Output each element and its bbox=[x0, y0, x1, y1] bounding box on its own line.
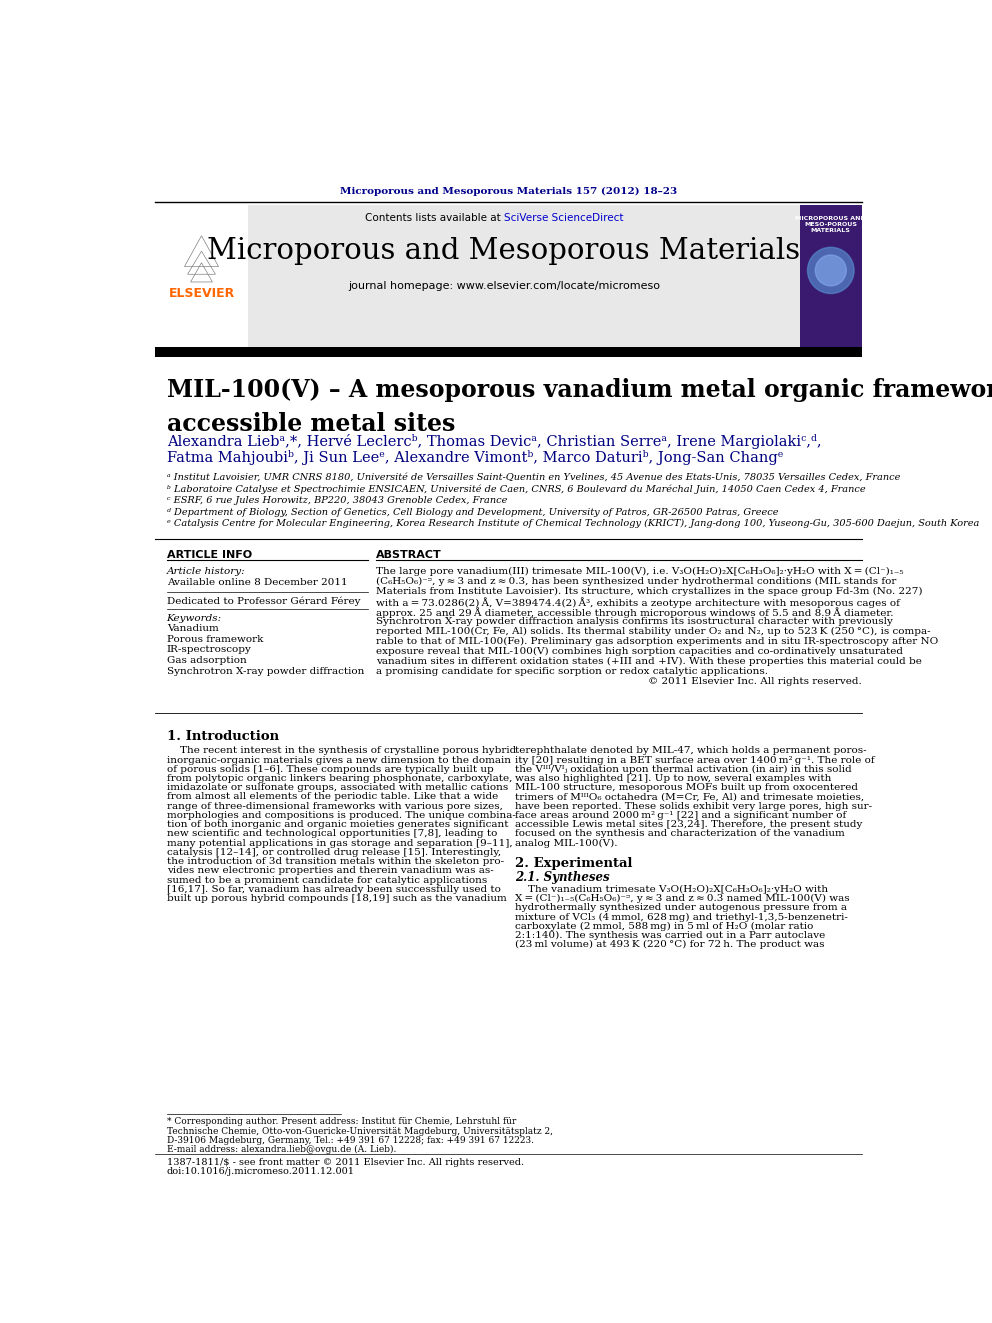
Text: face areas around 2000 m² g⁻¹ [22] and a significant number of: face areas around 2000 m² g⁻¹ [22] and a… bbox=[516, 811, 846, 820]
Text: Technische Chemie, Otto-von-Guericke-Universität Magdeburg, Universitätsplatz 2,: Technische Chemie, Otto-von-Guericke-Uni… bbox=[167, 1127, 553, 1135]
Text: 1387-1811/$ - see front matter © 2011 Elsevier Inc. All rights reserved.: 1387-1811/$ - see front matter © 2011 El… bbox=[167, 1158, 524, 1167]
Text: imidazolate or sulfonate groups, associated with metallic cations: imidazolate or sulfonate groups, associa… bbox=[167, 783, 508, 792]
Text: range of three-dimensional frameworks with various pore sizes,: range of three-dimensional frameworks wi… bbox=[167, 802, 503, 811]
Text: Microporous and Mesoporous Materials 157 (2012) 18–23: Microporous and Mesoporous Materials 157… bbox=[340, 187, 677, 196]
Text: catalysis [12–14], or controlled drug release [15]. Interestingly,: catalysis [12–14], or controlled drug re… bbox=[167, 848, 501, 857]
Text: tion of both inorganic and organic moieties generates significant: tion of both inorganic and organic moiet… bbox=[167, 820, 508, 830]
Text: terephthalate denoted by MIL-47, which holds a permanent poros-: terephthalate denoted by MIL-47, which h… bbox=[516, 746, 867, 755]
Text: rable to that of MIL-100(Fe). Preliminary gas adsorption experiments and in situ: rable to that of MIL-100(Fe). Preliminar… bbox=[376, 636, 938, 646]
Text: ᵉ Catalysis Centre for Molecular Engineering, Korea Research Institute of Chemic: ᵉ Catalysis Centre for Molecular Enginee… bbox=[167, 519, 979, 528]
Text: (23 ml volume) at 493 K (220 °C) for 72 h. The product was: (23 ml volume) at 493 K (220 °C) for 72 … bbox=[516, 941, 825, 950]
FancyBboxPatch shape bbox=[800, 205, 862, 348]
Text: exposure reveal that MIL-100(V) combines high sorption capacities and co-ordinat: exposure reveal that MIL-100(V) combines… bbox=[376, 647, 903, 656]
Text: hydrothermally synthesized under autogenous pressure from a: hydrothermally synthesized under autogen… bbox=[516, 904, 847, 913]
Text: of porous solids [1–6]. These compounds are typically built up: of porous solids [1–6]. These compounds … bbox=[167, 765, 493, 774]
Text: ᶜ ESRF, 6 rue Jules Horowitz, BP220, 38043 Grenoble Cedex, France: ᶜ ESRF, 6 rue Jules Horowitz, BP220, 380… bbox=[167, 496, 507, 505]
Text: ᵃ Institut Lavoisier, UMR CNRS 8180, Université de Versailles Saint-Quentin en Y: ᵃ Institut Lavoisier, UMR CNRS 8180, Uni… bbox=[167, 472, 900, 482]
Text: Vanadium: Vanadium bbox=[167, 624, 218, 632]
Text: 1. Introduction: 1. Introduction bbox=[167, 730, 279, 744]
Text: ARTICLE INFO: ARTICLE INFO bbox=[167, 550, 252, 560]
Text: Available online 8 December 2011: Available online 8 December 2011 bbox=[167, 578, 347, 586]
Text: * Corresponding author. Present address: Institut für Chemie, Lehrstuhl für: * Corresponding author. Present address:… bbox=[167, 1118, 516, 1126]
Text: vides new electronic properties and therein vanadium was as-: vides new electronic properties and ther… bbox=[167, 867, 493, 876]
Text: MICROPOROUS AND
MESO-POROUS
MATERIALS: MICROPOROUS AND MESO-POROUS MATERIALS bbox=[796, 216, 866, 233]
Text: ABSTRACT: ABSTRACT bbox=[376, 550, 441, 560]
Text: © 2011 Elsevier Inc. All rights reserved.: © 2011 Elsevier Inc. All rights reserved… bbox=[648, 677, 862, 685]
Text: E-mail address: alexandra.lieb@ovgu.de (A. Lieb).: E-mail address: alexandra.lieb@ovgu.de (… bbox=[167, 1146, 396, 1154]
Text: journal homepage: www.elsevier.com/locate/micromeso: journal homepage: www.elsevier.com/locat… bbox=[348, 280, 660, 291]
Text: mixture of VCl₃ (4 mmol, 628 mg) and triethyl-1,3,5-benzenetri-: mixture of VCl₃ (4 mmol, 628 mg) and tri… bbox=[516, 913, 848, 922]
Text: with a = 73.0286(2) Å, V=389474.4(2) Å³, exhibits a zeotype architecture with me: with a = 73.0286(2) Å, V=389474.4(2) Å³,… bbox=[376, 597, 900, 607]
Text: ity [20] resulting in a BET surface area over 1400 m² g⁻¹. The role of: ity [20] resulting in a BET surface area… bbox=[516, 755, 875, 765]
Text: The large pore vanadium(III) trimesate MIL-100(V), i.e. V₃O(H₂O)₂X[C₆H₃O₆]₂·yH₂O: The large pore vanadium(III) trimesate M… bbox=[376, 566, 904, 576]
Text: built up porous hybrid compounds [18,19] such as the vanadium: built up porous hybrid compounds [18,19]… bbox=[167, 894, 506, 904]
Text: focused on the synthesis and characterization of the vanadium: focused on the synthesis and characteriz… bbox=[516, 830, 845, 839]
Text: from polytopic organic linkers bearing phosphonate, carboxylate,: from polytopic organic linkers bearing p… bbox=[167, 774, 512, 783]
FancyBboxPatch shape bbox=[155, 205, 248, 348]
Text: was also highlighted [21]. Up to now, several examples with: was also highlighted [21]. Up to now, se… bbox=[516, 774, 831, 783]
Text: vanadium sites in different oxidation states (+III and +IV). With these properti: vanadium sites in different oxidation st… bbox=[376, 658, 922, 665]
Text: doi:10.1016/j.micromeso.2011.12.001: doi:10.1016/j.micromeso.2011.12.001 bbox=[167, 1167, 354, 1176]
Text: Microporous and Mesoporous Materials: Microporous and Mesoporous Materials bbox=[207, 237, 801, 265]
Text: approx. 25 and 29 Å diameter, accessible through microporous windows of 5.5 and : approx. 25 and 29 Å diameter, accessible… bbox=[376, 607, 894, 618]
Text: sumed to be a prominent candidate for catalytic applications: sumed to be a prominent candidate for ca… bbox=[167, 876, 487, 885]
Text: have been reported. These solids exhibit very large pores, high sur-: have been reported. These solids exhibit… bbox=[516, 802, 873, 811]
Text: morphologies and compositions is produced. The unique combina-: morphologies and compositions is produce… bbox=[167, 811, 516, 820]
Text: The recent interest in the synthesis of crystalline porous hybrid: The recent interest in the synthesis of … bbox=[167, 746, 516, 755]
Text: Article history:: Article history: bbox=[167, 566, 245, 576]
Text: MIL-100 structure, mesoporous MOFs built up from oxocentered: MIL-100 structure, mesoporous MOFs built… bbox=[516, 783, 858, 792]
Text: a promising candidate for specific sorption or redox catalytic applications.: a promising candidate for specific sorpt… bbox=[376, 667, 768, 676]
Text: Synchrotron X-ray powder diffraction: Synchrotron X-ray powder diffraction bbox=[167, 667, 364, 676]
Text: ᵇ Laboratoire Catalyse et Spectrochimie ENSICAEN, Université de Caen, CNRS, 6 Bo: ᵇ Laboratoire Catalyse et Spectrochimie … bbox=[167, 484, 865, 493]
Text: (C₆H₅O₆)⁻ᵙ, y ≈ 3 and z ≈ 0.3, has been synthesized under hydrothermal condition: (C₆H₅O₆)⁻ᵙ, y ≈ 3 and z ≈ 0.3, has been … bbox=[376, 577, 896, 586]
Text: the introduction of 3d transition metals within the skeleton pro-: the introduction of 3d transition metals… bbox=[167, 857, 504, 867]
Text: ᵈ Department of Biology, Section of Genetics, Cell Biology and Development, Univ: ᵈ Department of Biology, Section of Gene… bbox=[167, 508, 778, 516]
Text: new scientific and technological opportunities [7,8], leading to: new scientific and technological opportu… bbox=[167, 830, 497, 839]
Text: many potential applications in gas storage and separation [9–11],: many potential applications in gas stora… bbox=[167, 839, 512, 848]
Text: [16,17]. So far, vanadium has already been successfully used to: [16,17]. So far, vanadium has already be… bbox=[167, 885, 501, 894]
Text: trimers of MᴵᴵᴵO₆ octahedra (M=Cr, Fe, Al) and trimesate moieties,: trimers of MᴵᴵᴵO₆ octahedra (M=Cr, Fe, A… bbox=[516, 792, 864, 802]
Text: 2:1:140). The synthesis was carried out in a Parr autoclave: 2:1:140). The synthesis was carried out … bbox=[516, 931, 825, 941]
Text: Keywords:: Keywords: bbox=[167, 614, 222, 623]
Text: X = (Cl⁻)₁₋₅(C₆H₅O₆)⁻ᵙ, y ≈ 3 and z ≈ 0.3 named MIL-100(V) was: X = (Cl⁻)₁₋₅(C₆H₅O₆)⁻ᵙ, y ≈ 3 and z ≈ 0.… bbox=[516, 894, 850, 904]
Text: Synchrotron X-ray powder diffraction analysis confirms its isostructural charact: Synchrotron X-ray powder diffraction ana… bbox=[376, 617, 893, 626]
Circle shape bbox=[815, 255, 846, 286]
Text: the Vᴵᴵᴵ/Vᴵⱼ oxidation upon thermal activation (in air) in this solid: the Vᴵᴵᴵ/Vᴵⱼ oxidation upon thermal acti… bbox=[516, 765, 852, 774]
Text: Gas adsorption: Gas adsorption bbox=[167, 656, 246, 665]
FancyBboxPatch shape bbox=[155, 205, 862, 348]
Text: Porous framework: Porous framework bbox=[167, 635, 263, 643]
Text: 2.1. Syntheses: 2.1. Syntheses bbox=[516, 871, 610, 884]
Text: 2. Experimental: 2. Experimental bbox=[516, 857, 633, 871]
Text: MIL-100(V) – A mesoporous vanadium metal organic framework with
accessible metal: MIL-100(V) – A mesoporous vanadium metal… bbox=[167, 378, 992, 435]
Text: Alexandra Liebᵃ,*, Hervé Leclercᵇ, Thomas Devicᵃ, Christian Serreᵃ, Irene Margio: Alexandra Liebᵃ,*, Hervé Leclercᵇ, Thoma… bbox=[167, 434, 821, 450]
Text: inorganic-organic materials gives a new dimension to the domain: inorganic-organic materials gives a new … bbox=[167, 755, 511, 765]
Text: The vanadium trimesate V₃O(H₂O)₂X[C₆H₃O₆]₂·yH₂O with: The vanadium trimesate V₃O(H₂O)₂X[C₆H₃O₆… bbox=[516, 885, 828, 894]
Text: analog MIL-100(V).: analog MIL-100(V). bbox=[516, 839, 618, 848]
Text: carboxylate (2 mmol, 588 mg) in 5 ml of H₂O (molar ratio: carboxylate (2 mmol, 588 mg) in 5 ml of … bbox=[516, 922, 813, 931]
Text: Fatma Mahjoubiᵇ, Ji Sun Leeᵉ, Alexandre Vimontᵇ, Marco Daturiᵇ, Jong-San Changᵉ: Fatma Mahjoubiᵇ, Ji Sun Leeᵉ, Alexandre … bbox=[167, 450, 783, 464]
Text: IR-spectroscopy: IR-spectroscopy bbox=[167, 646, 252, 655]
Text: reported MIL-100(Cr, Fe, Al) solids. Its thermal stability under O₂ and N₂, up t: reported MIL-100(Cr, Fe, Al) solids. Its… bbox=[376, 627, 930, 636]
Text: SciVerse ScienceDirect: SciVerse ScienceDirect bbox=[504, 213, 623, 224]
Text: D-39106 Magdeburg, Germany, Tel.: +49 391 67 12228; fax: +49 391 67 12223.: D-39106 Magdeburg, Germany, Tel.: +49 39… bbox=[167, 1136, 534, 1144]
Text: accessible Lewis metal sites [23,24]. Therefore, the present study: accessible Lewis metal sites [23,24]. Th… bbox=[516, 820, 863, 830]
FancyBboxPatch shape bbox=[155, 348, 862, 357]
Text: from almost all elements of the periodic table. Like that a wide: from almost all elements of the periodic… bbox=[167, 792, 498, 802]
Text: Dedicated to Professor Gérard Férey: Dedicated to Professor Gérard Férey bbox=[167, 597, 360, 606]
Text: ELSEVIER: ELSEVIER bbox=[169, 287, 235, 300]
Text: Contents lists available at: Contents lists available at bbox=[365, 213, 504, 224]
Circle shape bbox=[807, 247, 854, 294]
Text: Materials from Institute Lavoisier). Its structure, which crystallizes in the sp: Materials from Institute Lavoisier). Its… bbox=[376, 587, 923, 595]
